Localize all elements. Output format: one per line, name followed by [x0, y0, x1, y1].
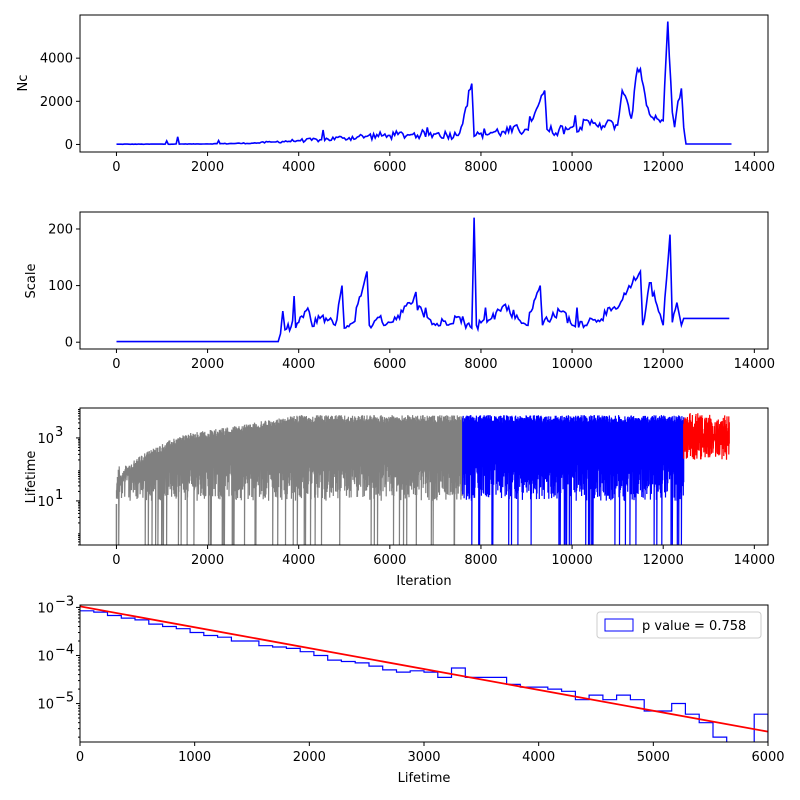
x-tick-label: 0	[112, 160, 120, 175]
histogram-x-axis-label: Lifetime	[398, 771, 451, 786]
y-tick-label: 10	[37, 649, 54, 664]
y-tick-exponent: −3	[55, 594, 74, 609]
y-tick-label: 4000	[40, 52, 73, 67]
x-tick-label: 10000	[551, 160, 592, 175]
y-tick-exponent: 3	[55, 425, 63, 440]
x-tick-label: 0	[112, 553, 120, 568]
series-line	[116, 21, 732, 146]
x-tick-label: 0	[112, 357, 120, 372]
y-tick-label: 0	[65, 138, 73, 153]
y-tick-exponent: −5	[55, 691, 74, 706]
y-tick-label: 0	[65, 336, 73, 351]
x-tick-label: 14000	[734, 553, 775, 568]
lifetime-axes-frame	[79, 407, 769, 546]
y-tick-label: 2000	[40, 95, 73, 110]
x-tick-label: 4000	[282, 553, 315, 568]
panel-scale: 0 2000 4000 6000 8000 10000 12000 140000100200 …	[24, 211, 775, 372]
y-tick-label: 100	[48, 279, 73, 294]
x-tick-label: 0	[76, 750, 84, 765]
x-tick-label: 1000	[178, 750, 211, 765]
lifetime-trace	[115, 415, 464, 545]
x-tick-label: 2000	[191, 357, 224, 372]
scale-y-axis-label: Scale	[24, 264, 39, 299]
y-tick-label: 10	[37, 495, 54, 510]
x-tick-label: 8000	[464, 553, 497, 568]
x-tick-label: 2000	[293, 750, 326, 765]
x-tick-label: 4000	[282, 357, 315, 372]
lifetime-plot-area	[115, 413, 730, 545]
x-tick-label: 12000	[643, 160, 684, 175]
nc-axes-frame	[79, 14, 769, 153]
y-tick-exponent: 1	[55, 488, 63, 503]
lifetime-y-axis-label: Lifetime	[24, 451, 39, 504]
lifetime-trace	[683, 413, 730, 460]
x-tick-label: 8000	[464, 160, 497, 175]
legend-swatch	[604, 618, 634, 632]
nc-y-axis-label: Nc	[16, 75, 31, 92]
y-tick-label: 10	[37, 601, 54, 616]
nc-plot-area	[116, 21, 732, 146]
x-tick-label: 4000	[282, 160, 315, 175]
y-tick-label: 10	[37, 432, 54, 447]
scale-plot-area	[116, 217, 730, 343]
series-line	[116, 217, 730, 343]
x-tick-label: 2000	[191, 553, 224, 568]
x-tick-label: 4000	[522, 750, 555, 765]
x-tick-label: 12000	[643, 553, 684, 568]
x-tick-label: 5000	[637, 750, 670, 765]
iteration-x-axis-label: Iteration	[396, 574, 451, 589]
scale-axes-frame	[79, 211, 769, 350]
x-tick-label: 6000	[373, 553, 406, 568]
x-tick-label: 6000	[373, 357, 406, 372]
lifetime-trace	[462, 415, 685, 545]
x-tick-label: 10000	[551, 553, 592, 568]
x-tick-label: 10000	[551, 357, 592, 372]
panel-nc: 0 2000 4000 6000 8000 10000 12000 14000 0 2000 400…	[16, 14, 775, 175]
x-tick-label: 3000	[407, 750, 440, 765]
histogram-plot-area	[80, 605, 768, 742]
x-tick-label: 14000	[734, 357, 775, 372]
y-tick-label: 10	[37, 698, 54, 713]
legend-box	[596, 611, 762, 639]
x-tick-label: 8000	[464, 357, 497, 372]
legend-label: p value = 0.758	[642, 619, 746, 634]
histogram-axes-frame	[79, 604, 769, 743]
y-tick-label: 200	[48, 222, 73, 237]
x-tick-label: 6000	[751, 750, 784, 765]
x-tick-label: 14000	[734, 160, 775, 175]
histogram-steps	[80, 610, 768, 742]
y-tick-exponent: −4	[55, 642, 74, 657]
x-tick-label: 2000	[191, 160, 224, 175]
x-tick-label: 12000	[643, 357, 684, 372]
fit-line	[80, 605, 768, 733]
legend: p value = 0.758	[596, 611, 762, 639]
x-tick-label: 6000	[373, 160, 406, 175]
